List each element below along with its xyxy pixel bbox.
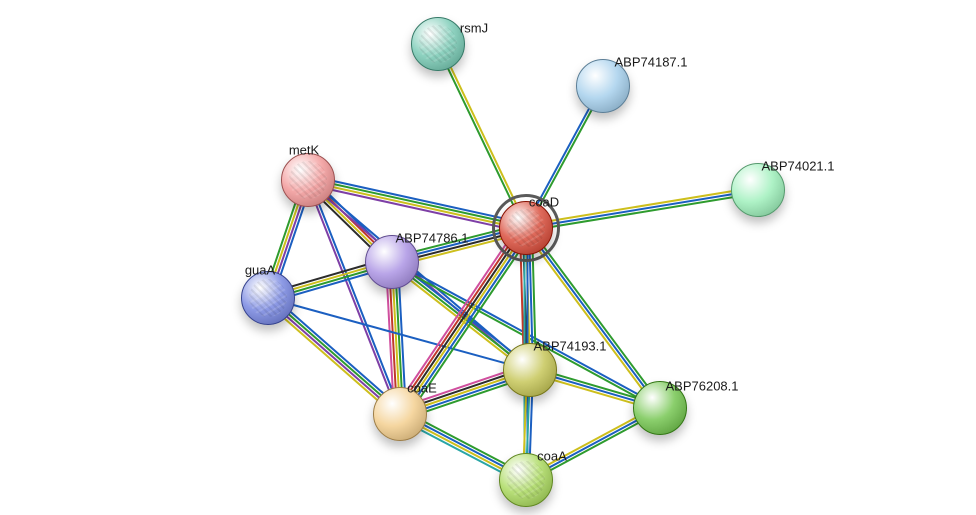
edge-rsmJ-coaD-green	[437, 45, 525, 229]
node-ABP76208[interactable]	[633, 381, 687, 435]
edge-rsmJ-coaD-yellow	[439, 43, 527, 227]
edge-ABP74021-coaD-green	[527, 193, 759, 231]
node-guaA[interactable]	[241, 271, 295, 325]
node-ABP74187[interactable]	[576, 59, 630, 113]
node-ABP74193[interactable]	[503, 343, 557, 397]
node-coaD[interactable]	[499, 201, 553, 255]
node-texture-rsmJ	[419, 25, 456, 62]
node-rsmJ[interactable]	[411, 17, 465, 71]
node-coaA[interactable]	[499, 453, 553, 507]
node-texture-coaA	[507, 461, 544, 498]
node-texture-coaD	[507, 209, 544, 246]
node-metK[interactable]	[281, 153, 335, 207]
edge-ABP74021-coaD-yellow	[526, 187, 758, 225]
network-canvas: rsmJABP74187.1metKABP74021.1coaDABP74786…	[0, 0, 976, 515]
edges-layer	[0, 0, 976, 515]
node-coaE[interactable]	[373, 387, 427, 441]
node-texture-guaA	[249, 279, 286, 316]
edge-ABP74021-coaD-blue	[526, 190, 758, 228]
node-ABP74021[interactable]	[731, 163, 785, 217]
edge-metK-coaD-blue	[309, 176, 527, 224]
node-ABP74786[interactable]	[365, 235, 419, 289]
node-texture-metK	[289, 161, 326, 198]
